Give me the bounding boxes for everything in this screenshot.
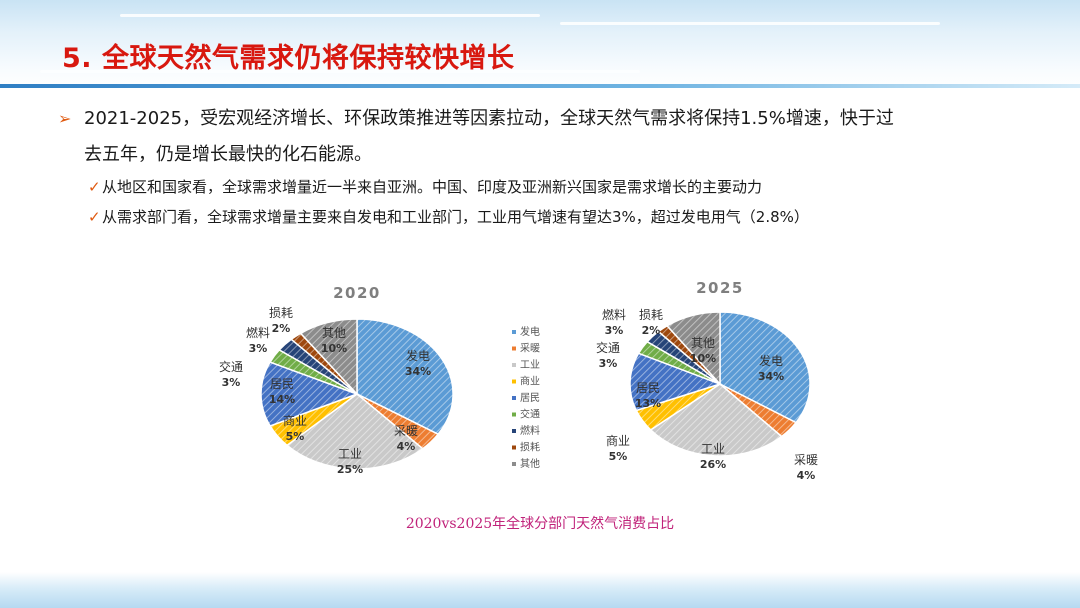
pie-2020-data-label-7: 2% bbox=[272, 322, 291, 335]
pie-2020-data-label-0: 34% bbox=[405, 365, 431, 378]
legend-marker-8 bbox=[512, 462, 516, 466]
pie-2025-slice-hatch-3 bbox=[636, 384, 720, 430]
legend-entry-8: 其他 bbox=[520, 457, 540, 470]
header-streak bbox=[40, 70, 640, 73]
pie-2025-slice-hatch-7 bbox=[658, 325, 720, 384]
pie-2020-data-label-3: 5% bbox=[286, 430, 305, 443]
pie-2020-category-label-7: 损耗 bbox=[269, 306, 293, 320]
pie-2020-data-label-4: 14% bbox=[269, 393, 295, 406]
legend-marker-0 bbox=[512, 330, 516, 334]
legend-marker-4 bbox=[512, 396, 516, 400]
legend-entry-7: 损耗 bbox=[520, 441, 540, 454]
pie-2025-data-label-0: 34% bbox=[758, 370, 784, 383]
pie-2020-data-label-6: 3% bbox=[249, 342, 268, 355]
sub-item-text: 从地区和国家看，全球需求增量近一半来自亚洲。中国、印度及亚洲新兴国家是需求增长的… bbox=[102, 178, 763, 196]
pie-2025-category-label-0: 发电 bbox=[759, 353, 783, 368]
header-rule bbox=[0, 84, 1080, 88]
pie-2025-category-label-2: 工业 bbox=[701, 442, 725, 456]
chart-caption: 2020vs2025年全球分部门天然气消费占比 bbox=[405, 516, 675, 532]
pie-2020-category-label-1: 采暖 bbox=[394, 424, 418, 438]
pie-2020-slice-hatch-5 bbox=[270, 349, 357, 394]
pie-2025-data-label-6: 3% bbox=[605, 324, 624, 337]
bullet-main: ➢ 2021-2025，受宏观经济增长、环保政策推进等因素拉动，全球天然气需求将… bbox=[58, 106, 1038, 132]
pie-2025-slice-hatch-4 bbox=[629, 353, 720, 411]
check-icon: ✓ bbox=[88, 178, 101, 196]
pie-2025-slice-hatch-2 bbox=[650, 384, 782, 456]
header-band bbox=[0, 0, 1080, 90]
pie-2025-slice-hatch-1 bbox=[720, 384, 796, 437]
legend-marker-6 bbox=[512, 429, 516, 433]
pie-2020-category-label-2: 工业 bbox=[338, 447, 362, 461]
pie-2025-data-label-7: 2% bbox=[642, 324, 661, 337]
header-streak bbox=[120, 14, 540, 17]
pie-2020-slice-hatch-1 bbox=[357, 394, 439, 449]
legend-entry-4: 居民 bbox=[520, 392, 540, 404]
legend-marker-2 bbox=[512, 363, 516, 367]
legend-entry-6: 燃料 bbox=[520, 424, 540, 437]
legend-entry-5: 交通 bbox=[520, 408, 540, 421]
pie-2025-slice-hatch-8 bbox=[667, 312, 720, 384]
bullet-text-line1: 2021-2025，受宏观经济增长、环保政策推进等因素拉动，全球天然气需求将保持… bbox=[84, 108, 894, 129]
pie-2020-category-label-8: 其他 bbox=[322, 326, 346, 340]
legend-entry-1: 采暖 bbox=[520, 342, 540, 355]
pie-2025-category-label-8: 其他 bbox=[691, 336, 715, 350]
pie-2025-category-label-1: 采暖 bbox=[794, 453, 818, 467]
pie-2020-slice-hatch-2 bbox=[287, 394, 423, 469]
pie-2025-data-label-5: 3% bbox=[599, 357, 618, 370]
pie-2020-data-label-5: 3% bbox=[222, 376, 241, 389]
sub-item-region: ✓ 从地区和国家看，全球需求增量近一半来自亚洲。中国、印度及亚洲新兴国家是需求增… bbox=[58, 176, 1038, 198]
pie-2020-category-label-5: 交通 bbox=[219, 359, 243, 374]
pie-2025-slice-hatch-6 bbox=[647, 331, 720, 384]
pie-2020-title: 2020 bbox=[333, 284, 381, 302]
pie-2020-slice-hatch-7 bbox=[291, 333, 357, 394]
pie-2025-data-label-2: 26% bbox=[700, 458, 726, 471]
pie-2020-category-label-3: 商业 bbox=[283, 413, 307, 428]
pie-2020-data-label-2: 25% bbox=[337, 463, 363, 476]
bullet-arrow-icon: ➢ bbox=[58, 109, 72, 128]
legend-entry-3: 商业 bbox=[520, 375, 540, 388]
pie-2025-category-label-3: 商业 bbox=[606, 433, 630, 448]
bullet-text-line2: 去五年，仍是增长最快的化石能源。 bbox=[84, 144, 372, 165]
pie-2025-data-label-1: 4% bbox=[797, 469, 816, 482]
legend-entry-2: 工业 bbox=[520, 359, 540, 371]
pie-2020-slice-hatch-8 bbox=[300, 319, 357, 394]
legend-marker-3 bbox=[512, 379, 516, 384]
pie-2025-data-label-4: 13% bbox=[635, 397, 661, 410]
legend-marker-7 bbox=[512, 445, 516, 450]
pie-2020-slice-hatch-3 bbox=[270, 394, 357, 446]
pie-2020-data-label-8: 10% bbox=[321, 342, 347, 355]
legend-entry-0: 发电 bbox=[520, 325, 540, 338]
sub-item-text: 从需求部门看，全球需求增量主要来自发电和工业部门，工业用气增速有望达3%，超过发… bbox=[102, 208, 809, 226]
legend-marker-5 bbox=[512, 412, 516, 417]
pie-2025-category-label-5: 交通 bbox=[596, 340, 620, 355]
slide-title: 5. 全球天然气需求仍将保持较快增长 bbox=[62, 43, 515, 74]
header-streak bbox=[560, 22, 940, 25]
legend-marker-1 bbox=[512, 346, 516, 351]
pie-2025-category-label-6: 燃料 bbox=[602, 307, 626, 322]
pie-2020-data-label-1: 4% bbox=[397, 440, 416, 453]
pie-2020-slice-hatch-6 bbox=[279, 339, 357, 394]
pie-2020-category-label-6: 燃料 bbox=[246, 325, 270, 340]
pie-2020-category-label-0: 发电 bbox=[406, 348, 430, 363]
footer-band bbox=[0, 572, 1080, 608]
pie-2025-category-label-7: 损耗 bbox=[639, 308, 663, 322]
pie-2025-slice-hatch-5 bbox=[638, 341, 720, 384]
pie-2025-category-label-4: 居民 bbox=[636, 381, 660, 395]
pie-2025-data-label-8: 10% bbox=[690, 352, 716, 365]
pie-charts: 2020 发电 34% 采暖 4% 工业 25% 商业 5% 居民 14% 交通 3% 燃料 3% 损耗 2% 其… bbox=[219, 279, 818, 482]
pie-2020-category-label-4: 居民 bbox=[270, 377, 294, 391]
pie-2020-slice-hatch-4 bbox=[260, 362, 357, 426]
check-icon: ✓ bbox=[88, 208, 101, 226]
pie-2025-title: 2025 bbox=[696, 279, 744, 297]
pie-2025-data-label-3: 5% bbox=[609, 450, 628, 463]
sub-item-sector: ✓ 从需求部门看，全球需求增量主要来自发电和工业部门，工业用气增速有望达3%，超… bbox=[58, 206, 1038, 228]
bullet-block: ➢ 2021-2025，受宏观经济增长、环保政策推进等因素拉动，全球天然气需求将… bbox=[58, 106, 1038, 228]
